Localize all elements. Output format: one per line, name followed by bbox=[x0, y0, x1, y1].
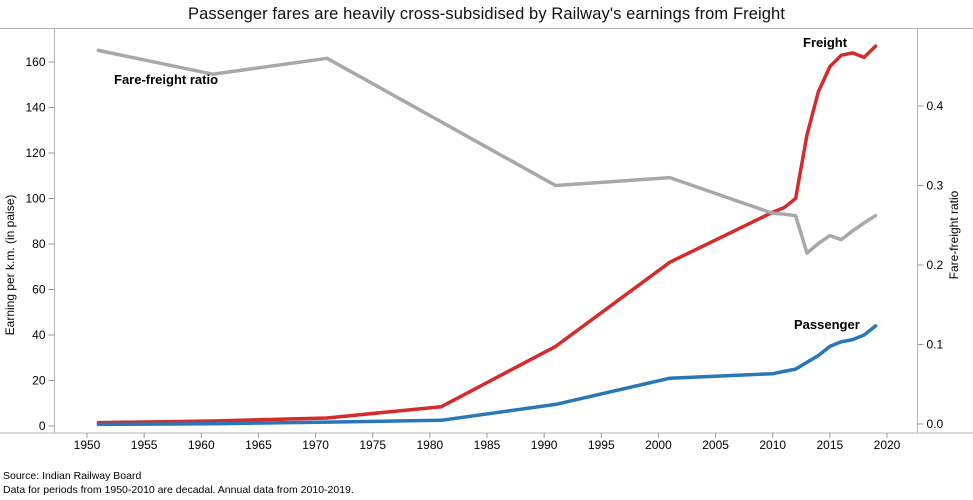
ratio-series-label: Fare-freight ratio bbox=[114, 72, 219, 87]
x-tick-label: 1985 bbox=[474, 438, 501, 452]
right-tick-label: 0.3 bbox=[927, 179, 944, 193]
left-axis-ticks: 0 20 40 60 80 100 120 140 160 bbox=[25, 55, 55, 433]
right-tick-label: 0.1 bbox=[927, 338, 944, 352]
x-tick-label: 1990 bbox=[531, 438, 558, 452]
series-lines bbox=[96, 44, 878, 427]
left-tick-label: 60 bbox=[32, 283, 46, 297]
data-note: Data for periods from 1950-2010 are deca… bbox=[3, 484, 354, 496]
left-tick-label: 160 bbox=[25, 55, 45, 69]
plot-borders bbox=[0, 28, 973, 434]
freight-series-label: Freight bbox=[803, 35, 848, 50]
x-tick-label: 1965 bbox=[245, 438, 272, 452]
passenger-series-label: Passenger bbox=[794, 317, 860, 332]
freight-line bbox=[96, 44, 878, 425]
left-tick-label: 40 bbox=[32, 328, 46, 342]
right-tick-label: 0.2 bbox=[927, 258, 944, 272]
chart-title: Passenger fares are heavily cross-subsid… bbox=[187, 5, 786, 23]
left-tick-label: 100 bbox=[25, 192, 45, 206]
left-tick-label: 80 bbox=[32, 237, 46, 251]
passenger-line bbox=[96, 324, 878, 427]
x-tick-label: 1995 bbox=[588, 438, 615, 452]
x-tick-label: 1970 bbox=[302, 438, 329, 452]
x-tick-label: 2015 bbox=[817, 438, 844, 452]
right-tick-label: 0.4 bbox=[927, 99, 944, 113]
source-note: Source: Indian Railway Board bbox=[3, 470, 142, 482]
right-tick-label: 0.0 bbox=[927, 417, 944, 431]
x-tick-label: 2010 bbox=[759, 438, 786, 452]
x-tick-label: 1975 bbox=[359, 438, 386, 452]
left-axis-title: Earning per k.m. (in paise) bbox=[3, 195, 17, 336]
left-tick-label: 20 bbox=[32, 374, 46, 388]
x-tick-label: 2000 bbox=[645, 438, 672, 452]
fare-freight-ratio-line bbox=[96, 48, 878, 255]
left-tick-label: 120 bbox=[25, 146, 45, 160]
x-tick-label: 2005 bbox=[702, 438, 729, 452]
x-tick-label: 2020 bbox=[874, 438, 901, 452]
x-tick-label: 1960 bbox=[188, 438, 215, 452]
left-tick-label: 0 bbox=[39, 419, 46, 433]
x-tick-label: 1950 bbox=[74, 438, 101, 452]
right-axis-title: Fare-freight ratio bbox=[947, 190, 961, 279]
right-axis-ticks: 0.0 0.1 0.2 0.3 0.4 bbox=[917, 99, 944, 431]
x-tick-label: 1955 bbox=[131, 438, 158, 452]
left-tick-label: 140 bbox=[25, 101, 45, 115]
x-tick-label: 1980 bbox=[417, 438, 444, 452]
x-axis-ticks: 1950 1955 1960 1965 1970 1975 1980 1985 1990 1995… bbox=[74, 433, 901, 452]
